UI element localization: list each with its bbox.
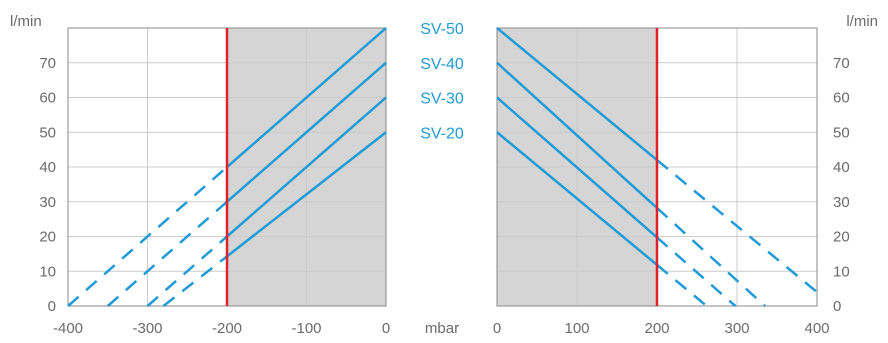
right-x-tick-label: 200 — [644, 320, 669, 337]
left-x-tick-label: -400 — [53, 320, 83, 337]
left-x-tick-label: 0 — [382, 320, 390, 337]
left-y-tick-label: 50 — [39, 124, 56, 141]
series-label-sv-50: SV-50 — [420, 21, 464, 38]
right-series-sv-40-dashed — [656, 207, 766, 307]
right-x-tick-label: 0 — [493, 320, 501, 337]
x-axis-unit-label: mbar — [425, 320, 459, 337]
right-y-tick-label: 20 — [833, 229, 850, 246]
right-series-sv-40-solid — [496, 61, 658, 209]
right-x-tick-label: 400 — [804, 320, 829, 337]
left-series-sv-40-solid — [226, 61, 387, 203]
right-x-tick-label: 300 — [724, 320, 749, 337]
left-y-tick-label: 60 — [39, 90, 56, 107]
left-series-sv-20-dashed — [162, 255, 228, 307]
y-axis-label-left: l/min — [10, 13, 42, 30]
right-series-sv-50-solid — [496, 27, 658, 162]
y-axis-label-right: l/min — [846, 13, 878, 30]
left-y-tick-label: 0 — [48, 298, 56, 315]
left-x-tick-label: -100 — [291, 320, 321, 337]
left-y-tick-label: 20 — [39, 229, 56, 246]
right-series-sv-30-solid — [496, 96, 658, 239]
left-series-sv-40-dashed — [106, 200, 228, 307]
right-series-sv-30-dashed — [656, 236, 737, 307]
right-y-tick-label: 30 — [833, 194, 850, 211]
right-y-tick-label: 40 — [833, 159, 850, 176]
right-y-tick-label: 70 — [833, 55, 850, 72]
right-y-tick-label: 0 — [833, 298, 841, 315]
right-y-tick-label: 60 — [833, 90, 850, 107]
left-series-sv-30-solid — [226, 96, 387, 238]
right-x-tick-label: 100 — [564, 320, 589, 337]
left-y-tick-label: 40 — [39, 159, 56, 176]
right-series-sv-20-dashed — [656, 263, 708, 307]
left-x-tick-label: -200 — [212, 320, 242, 337]
right-series-sv-50-dashed — [656, 159, 818, 294]
series-label-sv-40: SV-40 — [420, 56, 464, 73]
left-x-tick-label: -300 — [132, 320, 162, 337]
series-label-sv-30: SV-30 — [420, 91, 464, 108]
series-label-sv-20: SV-20 — [420, 125, 464, 142]
right-y-tick-label: 50 — [833, 124, 850, 141]
left-series-sv-30-dashed — [146, 235, 228, 307]
left-series-sv-20-solid — [226, 131, 387, 258]
left-y-tick-label: 10 — [39, 263, 56, 280]
left-y-tick-label: 70 — [39, 55, 56, 72]
right-series-sv-20-solid — [496, 131, 658, 266]
right-y-tick-label: 10 — [833, 263, 850, 280]
left-y-tick-label: 30 — [39, 194, 56, 211]
left-series-sv-50-solid — [226, 27, 387, 168]
left-series-sv-50-dashed — [67, 166, 228, 307]
